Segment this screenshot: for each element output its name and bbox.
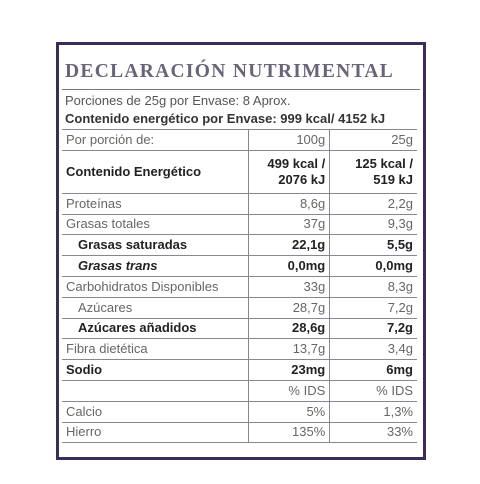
row: Hierro 135% 33% [62, 421, 417, 444]
table-header: Por porción de: 100g 25g [62, 129, 417, 151]
cell: 0,0mg [329, 255, 417, 277]
title: DECLARACIÓN NUTRIMENTAL [65, 61, 395, 82]
servings: Porciones de 25g por Envase: 8 Aprox. [65, 93, 291, 108]
cell: Proteínas [62, 192, 249, 215]
cell: 0,0mg [247, 255, 331, 277]
cell: 22,1g [247, 234, 331, 257]
row: Proteínas 8,6g 2,2g [62, 192, 417, 215]
label: Azúcares [78, 299, 133, 315]
cell: 33g [247, 275, 331, 298]
row: Azúcares añadidos 28,6g 7,2g [62, 317, 417, 340]
cell: 499 kcal / 2076 kJ [247, 149, 331, 194]
cell: 5,5g [329, 234, 417, 257]
row: Grasas trans 0,0mg 0,0mg [62, 255, 417, 277]
cell: Contenido Energético [62, 149, 249, 194]
cell: % IDS [247, 379, 331, 402]
row: Fibra dietética 13,7g 3,4g [62, 338, 417, 361]
cell: 28,7g [247, 296, 331, 319]
cell: 8,3g [329, 275, 417, 298]
cell: Hierro [62, 421, 249, 444]
label: Azúcares añadidos [78, 320, 197, 336]
cell: 33% [329, 421, 417, 444]
cell: Carbohidratos Disponibles [62, 275, 249, 298]
energy-row: Contenido Energético 499 kcal / 2076 kJ … [62, 149, 417, 194]
row: Grasas saturadas 22,1g 5,5g [62, 234, 417, 257]
cell: 9,3g [329, 213, 417, 236]
cell: 8,6g [247, 192, 331, 215]
cell: 125 kcal / 519 kJ [329, 149, 417, 194]
cell: Azúcares [62, 296, 249, 319]
cell: 23mg [247, 359, 331, 381]
cell: Sodio [62, 359, 249, 381]
cell: Fibra dietética [62, 338, 249, 361]
label: Grasas saturadas [78, 237, 188, 253]
nutrition-table: Por porción de: 100g 25g Contenido Energ… [62, 129, 417, 444]
row: Carbohidratos Disponibles 33g 8,3g [62, 275, 417, 298]
cell: 6mg [329, 359, 417, 381]
cell: 28,6g [247, 317, 331, 340]
cell: 13,7g [247, 338, 331, 361]
cell: Por porción de: [62, 129, 249, 151]
row: Sodio 23mg 6mg [62, 359, 417, 381]
cell: 135% [247, 421, 331, 444]
row: Azúcares 28,7g 7,2g [62, 296, 417, 319]
cell: 7,2g [329, 296, 417, 319]
cell: % IDS [329, 379, 417, 402]
cell: 1,3% [329, 400, 417, 423]
cell: 100g [247, 129, 331, 151]
energy-per-package: Contenido energético por Envase: 999 kca… [65, 111, 386, 126]
cell: 3,4g [329, 338, 417, 361]
label: Grasas trans [78, 258, 158, 274]
cell: Calcio [62, 400, 249, 423]
row: Grasas totales 37g 9,3g [62, 213, 417, 236]
cell: 2,2g [329, 192, 417, 215]
row: Calcio 5% 1,3% [62, 400, 417, 423]
cell: 7,2g [329, 317, 417, 340]
cell: Grasas totales [62, 213, 249, 236]
cell: 25g [329, 129, 417, 151]
cell: 5% [247, 400, 331, 423]
cell: Azúcares añadidos [62, 317, 249, 340]
cell: Grasas saturadas [62, 234, 249, 257]
label-box: DECLARACIÓN NUTRIMENTAL Porciones de 25g… [56, 42, 426, 460]
cell [62, 379, 249, 402]
cell: 37g [247, 213, 331, 236]
cell: Grasas trans [62, 255, 249, 277]
ids-row: % IDS % IDS [62, 379, 417, 402]
divider [62, 89, 420, 90]
